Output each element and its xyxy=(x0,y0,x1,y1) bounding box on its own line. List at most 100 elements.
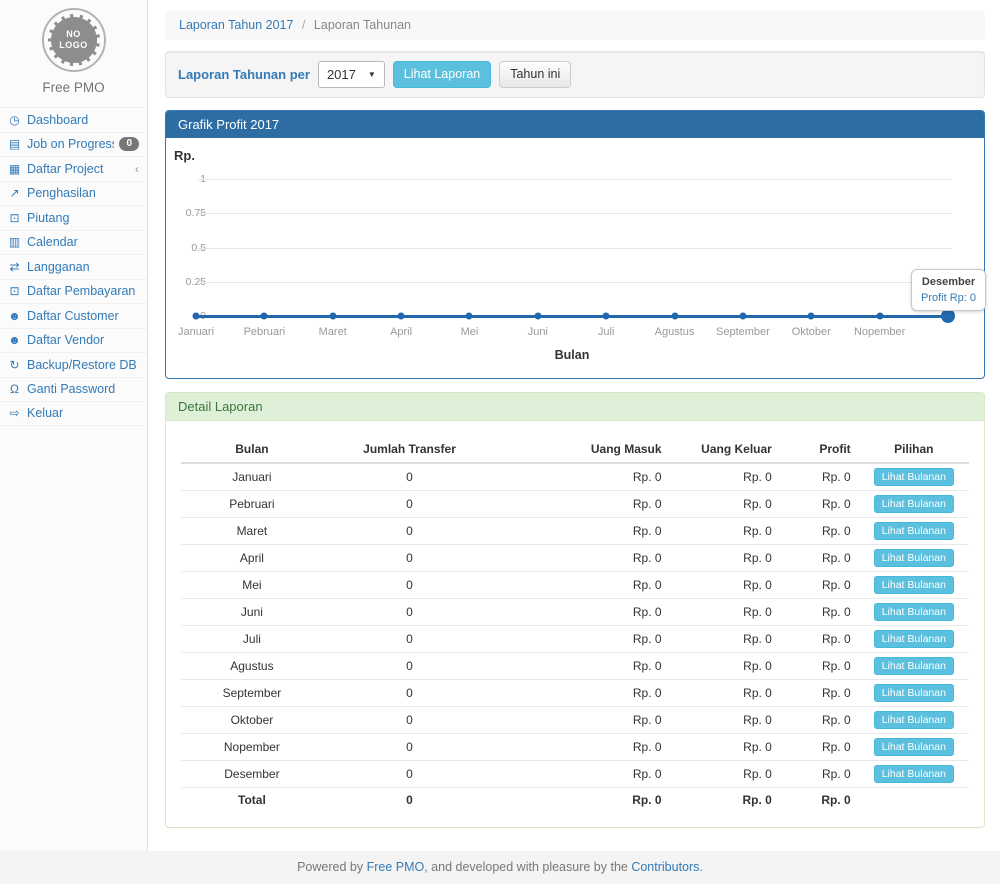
y-axis-title: Rp. xyxy=(174,148,195,163)
sidebar-item-label: Penghasilan xyxy=(27,186,96,200)
sidebar-menu: ◷Dashboard▤Job on Progress0▦Daftar Proje… xyxy=(0,107,147,426)
cell-uang-masuk: Rp. 0 xyxy=(496,680,669,707)
data-point-juni[interactable] xyxy=(534,313,541,320)
breadcrumb-link[interactable]: Laporan Tahun 2017 xyxy=(179,18,293,32)
data-point-nopember[interactable] xyxy=(876,313,883,320)
sidebar-item-calendar[interactable]: ▥Calendar xyxy=(0,230,147,255)
profit-chart: Rp.10.750.50.250JanuariPebruariMaretApri… xyxy=(166,138,984,378)
data-point-mei[interactable] xyxy=(466,313,473,320)
data-point-maret[interactable] xyxy=(329,313,336,320)
cell-uang-keluar: Rp. 0 xyxy=(670,680,780,707)
data-point-oktober[interactable] xyxy=(808,313,815,320)
sidebar-item-daftar-customer[interactable]: ☻Daftar Customer xyxy=(0,303,147,328)
chart-panel: Grafik Profit 2017 Rp.10.750.50.250Janua… xyxy=(165,110,985,379)
total-row: Total0Rp. 0Rp. 0Rp. 0 xyxy=(181,788,969,813)
total-empty-cell xyxy=(859,788,969,813)
sidebar-item-piutang[interactable]: ⊡Piutang xyxy=(0,205,147,230)
cell-jumlah-transfer: 0 xyxy=(323,680,496,707)
gridline xyxy=(198,179,952,180)
data-point-september[interactable] xyxy=(739,313,746,320)
lihat-bulanan-button[interactable]: Lihat Bulanan xyxy=(874,738,954,756)
cell-uang-keluar: Rp. 0 xyxy=(670,626,780,653)
lihat-bulanan-button[interactable]: Lihat Bulanan xyxy=(874,684,954,702)
data-point-juli[interactable] xyxy=(603,313,610,320)
cell-pilihan: Lihat Bulanan xyxy=(859,680,969,707)
cell-bulan: Agustus xyxy=(181,653,323,680)
filter-bar: Laporan Tahunan per 2017 ▼ Lihat Laporan… xyxy=(165,51,985,98)
tahun-ini-button[interactable]: Tahun ini xyxy=(499,61,571,88)
filter-label: Laporan Tahunan per xyxy=(178,67,310,82)
column-header-jumlah-transfer: Jumlah Transfer xyxy=(323,436,496,463)
page: NO LOGO Free PMO ◷Dashboard▤Job on Progr… xyxy=(0,0,1000,851)
sidebar-item-job-on-progress[interactable]: ▤Job on Progress0 xyxy=(0,132,147,157)
lihat-bulanan-button[interactable]: Lihat Bulanan xyxy=(874,549,954,567)
cell-uang-keluar: Rp. 0 xyxy=(670,707,780,734)
sidebar-item-keluar[interactable]: ⇨ Keluar xyxy=(0,401,147,426)
data-point-agustus[interactable] xyxy=(671,313,678,320)
sidebar-item-daftar-project[interactable]: ▦Daftar Project‹ xyxy=(0,156,147,181)
money-icon: ⊡ xyxy=(7,284,22,298)
cell-jumlah-transfer: 0 xyxy=(323,761,496,788)
table-row-agustus: Agustus0Rp. 0Rp. 0Rp. 0Lihat Bulanan xyxy=(181,653,969,680)
footer-text-prefix: Powered by xyxy=(297,860,366,874)
sidebar-item-label: Daftar Customer xyxy=(27,309,119,323)
lihat-bulanan-button[interactable]: Lihat Bulanan xyxy=(874,630,954,648)
sidebar-item-label: Langganan xyxy=(27,260,90,274)
contributors-link[interactable]: Contributors. xyxy=(631,860,703,874)
profit-line xyxy=(196,315,948,318)
cell-bulan: Pebruari xyxy=(181,491,323,518)
data-point-desember[interactable] xyxy=(941,309,955,323)
chevron-left-icon: ‹ xyxy=(135,162,139,176)
cell-uang-masuk: Rp. 0 xyxy=(496,734,669,761)
cell-profit: Rp. 0 xyxy=(780,734,859,761)
detail-panel: Detail Laporan BulanJumlah TransferUang … xyxy=(165,392,985,828)
data-point-pebruari[interactable] xyxy=(261,313,268,320)
cell-bulan: Desember xyxy=(181,761,323,788)
sidebar-item-label: Ganti Password xyxy=(27,382,115,396)
sidebar-item-langganan[interactable]: ⇄ Langganan xyxy=(0,254,147,279)
sidebar-item-penghasilan[interactable]: ↗Penghasilan xyxy=(0,181,147,206)
data-point-januari[interactable] xyxy=(193,313,200,320)
year-select[interactable]: 2017 ▼ xyxy=(318,61,385,88)
cell-bulan: Oktober xyxy=(181,707,323,734)
sidebar-item-ganti-password[interactable]: Ω Ganti Password xyxy=(0,377,147,402)
sidebar-item-backup-restore-db[interactable]: ↻Backup/Restore DB xyxy=(0,352,147,377)
main-content: Laporan Tahun 2017 / Laporan Tahunan Lap… xyxy=(148,0,1000,851)
lihat-bulanan-button[interactable]: Lihat Bulanan xyxy=(874,522,954,540)
sidebar-item-label: Calendar xyxy=(27,235,78,249)
lock-icon: Ω xyxy=(7,382,22,396)
lihat-laporan-button[interactable]: Lihat Laporan xyxy=(393,61,491,88)
cell-bulan: Januari xyxy=(181,463,323,491)
lihat-bulanan-button[interactable]: Lihat Bulanan xyxy=(874,468,954,486)
cell-profit: Rp. 0 xyxy=(780,599,859,626)
data-point-april[interactable] xyxy=(398,313,405,320)
cell-uang-masuk: Rp. 0 xyxy=(496,761,669,788)
free-pmo-link[interactable]: Free PMO xyxy=(367,860,425,874)
sign-out-icon: ⇨ xyxy=(7,406,22,420)
sidebar-item-daftar-vendor[interactable]: ☻Daftar Vendor xyxy=(0,328,147,353)
lihat-bulanan-button[interactable]: Lihat Bulanan xyxy=(874,495,954,513)
lihat-bulanan-button[interactable]: Lihat Bulanan xyxy=(874,765,954,783)
sidebar-item-dashboard[interactable]: ◷Dashboard xyxy=(0,107,147,132)
lihat-bulanan-button[interactable]: Lihat Bulanan xyxy=(874,576,954,594)
x-tick-label: Nopember xyxy=(840,326,920,338)
cell-pilihan: Lihat Bulanan xyxy=(859,599,969,626)
retweet-icon: ⇄ xyxy=(7,260,22,274)
cell-jumlah-transfer: 0 xyxy=(323,707,496,734)
cell-uang-keluar: Rp. 0 xyxy=(670,653,780,680)
lihat-bulanan-button[interactable]: Lihat Bulanan xyxy=(874,603,954,621)
column-header-bulan: Bulan xyxy=(181,436,323,463)
cell-uang-masuk: Rp. 0 xyxy=(496,518,669,545)
cell-uang-masuk: Rp. 0 xyxy=(496,491,669,518)
cell-uang-masuk: Rp. 0 xyxy=(496,707,669,734)
gridline xyxy=(198,282,952,283)
lihat-bulanan-button[interactable]: Lihat Bulanan xyxy=(874,711,954,729)
table-row-desember: Desember0Rp. 0Rp. 0Rp. 0Lihat Bulanan xyxy=(181,761,969,788)
sidebar-item-daftar-pembayaran[interactable]: ⊡Daftar Pembayaran xyxy=(0,279,147,304)
lihat-bulanan-button[interactable]: Lihat Bulanan xyxy=(874,657,954,675)
table-row-juni: Juni0Rp. 0Rp. 0Rp. 0Lihat Bulanan xyxy=(181,599,969,626)
cell-jumlah-transfer: 0 xyxy=(323,545,496,572)
sidebar-item-label: Keluar xyxy=(27,406,63,420)
x-axis-title: Bulan xyxy=(555,348,590,362)
cell-profit: Rp. 0 xyxy=(780,491,859,518)
